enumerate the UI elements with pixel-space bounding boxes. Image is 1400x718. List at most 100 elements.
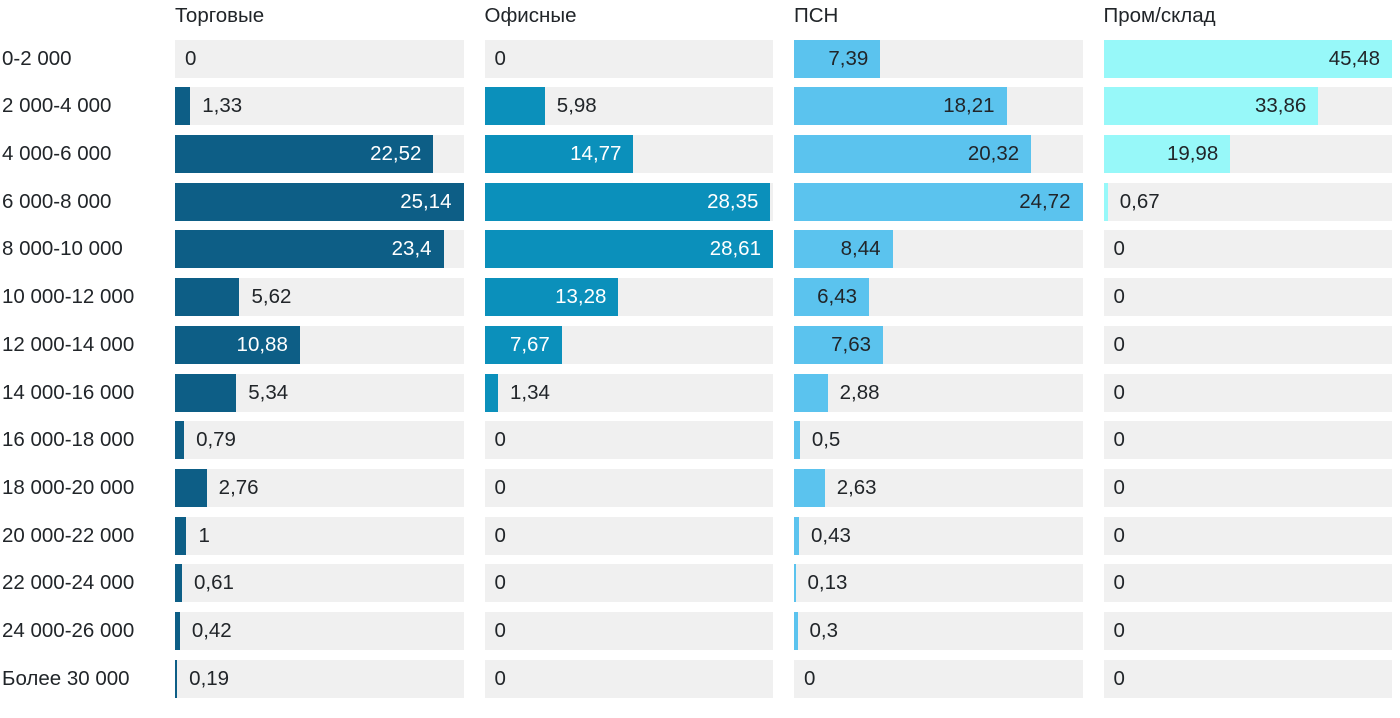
bar [1103, 39, 1392, 78]
row-label: 10 000-12 000 [2, 285, 135, 309]
bar [794, 468, 825, 507]
value-label: 0 [494, 428, 506, 452]
bar [794, 135, 1032, 174]
bar-track: 19,98 [1103, 135, 1392, 174]
bar [794, 564, 796, 603]
value-label: 0 [494, 523, 506, 547]
bar-track: 0,3 [794, 611, 1083, 650]
value-label: 10,88 [236, 332, 288, 356]
value-label: 0 [1113, 618, 1125, 642]
bar-track: 0,19 [175, 659, 464, 698]
value-label: 0 [494, 46, 506, 70]
bar-track: 5,34 [175, 373, 464, 412]
column-header: Пром/склад [1103, 4, 1216, 27]
bar [484, 87, 545, 126]
row-label: 24 000-26 000 [2, 618, 135, 642]
bar-track: 0 [484, 659, 773, 698]
bar [484, 182, 771, 221]
value-label: 14,77 [570, 142, 622, 166]
column-header: Офисные [484, 4, 577, 27]
bar [175, 659, 178, 698]
bar-track: 2,76 [175, 468, 464, 507]
bar-track: 5,62 [175, 278, 464, 317]
bar [1103, 87, 1319, 126]
bar [484, 278, 619, 317]
row-label: 8 000-10 000 [2, 237, 123, 261]
bar [794, 182, 1083, 221]
bar-track: 28,35 [484, 182, 773, 221]
value-label: 0 [1113, 523, 1125, 547]
value-label: 33,86 [1254, 94, 1307, 118]
bar-track: 0 [484, 564, 773, 603]
bar-track: 22,52 [175, 135, 464, 174]
value-label: 0 [1113, 666, 1125, 690]
value-label: 0,43 [811, 523, 851, 547]
value-label: 6,43 [817, 285, 858, 309]
bar [175, 87, 191, 126]
bar [1103, 135, 1231, 174]
value-label: 1,33 [202, 94, 243, 118]
value-label: 5,34 [248, 380, 289, 404]
row-label: 20 000-22 000 [2, 523, 135, 547]
bar [175, 182, 464, 221]
value-label: 25,14 [400, 189, 452, 213]
bar [175, 230, 444, 269]
value-label: 5,62 [251, 285, 292, 309]
value-label: 0,67 [1119, 189, 1160, 213]
value-label: 2,88 [839, 380, 880, 404]
bar [484, 135, 634, 174]
bar-track: 0 [1103, 325, 1392, 364]
bar-track: 25,14 [175, 182, 464, 221]
value-label: 13,28 [555, 285, 607, 309]
value-label: 0 [494, 618, 506, 642]
value-label: 1 [198, 523, 210, 547]
bar [484, 230, 773, 269]
bar-track: 0,79 [175, 421, 464, 460]
bar [794, 611, 798, 650]
bar-track: 0 [1103, 468, 1392, 507]
bar-track: 7,39 [794, 39, 1083, 78]
bar-track: 0 [1103, 230, 1392, 269]
corner-spacer [2, 2, 154, 30]
bar-track: 0,67 [1103, 182, 1392, 221]
value-label: 0 [1113, 428, 1125, 452]
bar [175, 325, 300, 364]
bar [175, 611, 180, 650]
value-label: 28,61 [709, 237, 761, 261]
bar-track: 13,28 [484, 278, 773, 317]
bar [1103, 182, 1108, 221]
bar-track: 20,32 [794, 135, 1083, 174]
bar-track: 0 [1103, 278, 1392, 317]
bar-track: 0 [484, 611, 773, 650]
value-label: 0,13 [807, 571, 848, 595]
small-multiples-bar-chart: Торговые Офисные ПСН Пром/склад 0-2 000 0 0 7,3… [2, 2, 1392, 698]
bar [794, 421, 800, 460]
value-label: 0 [804, 666, 816, 690]
bar [175, 135, 434, 174]
value-label: 0 [1113, 571, 1125, 595]
row-label: 14 000-16 000 [2, 380, 135, 404]
bar-track: 5,98 [484, 87, 773, 126]
bar-track: 7,67 [484, 325, 773, 364]
bar [794, 87, 1007, 126]
bar-track: 0 [1103, 373, 1392, 412]
row-label: 4 000-6 000 [2, 142, 112, 166]
bar [175, 421, 185, 460]
value-label: 0 [1113, 380, 1125, 404]
bar-track: 0 [1103, 421, 1392, 460]
bar [794, 278, 870, 317]
bar-track: 18,21 [794, 87, 1083, 126]
bar-track: 0 [484, 39, 773, 78]
row-label: 16 000-18 000 [2, 428, 135, 452]
value-label: 0 [1113, 285, 1125, 309]
value-label: 0 [494, 666, 506, 690]
value-label: 0,79 [196, 428, 236, 452]
bar [175, 278, 240, 317]
bar [794, 373, 828, 412]
value-label: 0,5 [811, 428, 841, 452]
value-label: 0,19 [189, 666, 230, 690]
value-label: 0 [185, 46, 197, 70]
value-label: 0,61 [194, 571, 234, 595]
bar-track: 0,13 [794, 564, 1083, 603]
value-label: 0 [494, 571, 506, 595]
